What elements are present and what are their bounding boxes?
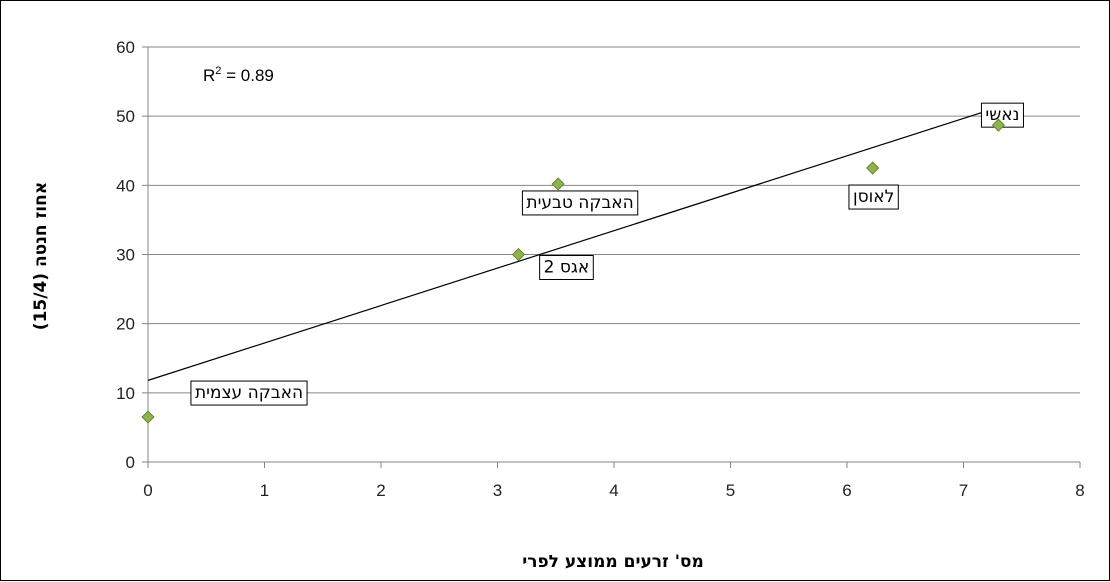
- y-tick-label: 10: [116, 384, 135, 403]
- x-tick-label: 2: [376, 481, 385, 500]
- point-label-box: [190, 380, 308, 406]
- y-tick-label: 60: [116, 38, 135, 57]
- point-label-text: לאוסן: [853, 187, 894, 207]
- x-tick-label: 3: [493, 481, 502, 500]
- point-label: האבקה טבעית: [521, 190, 639, 216]
- data-point: [511, 247, 526, 262]
- y-tick-label: 30: [116, 246, 135, 265]
- x-tick-label: 7: [959, 481, 968, 500]
- data-point: [551, 177, 565, 191]
- data-point: [141, 410, 155, 424]
- point-label: נאשי: [980, 102, 1024, 128]
- point-label: אגס 2: [539, 255, 594, 280]
- x-tick-label: 4: [609, 481, 618, 500]
- point-label-text: האבקה עצמית: [195, 383, 303, 403]
- y-tick-label: 40: [116, 176, 135, 195]
- point-label-box: [848, 184, 899, 210]
- y-tick-label: 20: [116, 315, 135, 334]
- x-tick-label: 1: [260, 481, 269, 500]
- y-tick-label: 0: [126, 453, 135, 472]
- trendline-group: [147, 106, 999, 381]
- data-point: [991, 118, 1006, 132]
- y-tick-labels: 0 10 20 30 40 50 60: [116, 38, 135, 472]
- trendline: [147, 106, 999, 381]
- r-squared-annotation: R2 = 0.89: [203, 65, 274, 85]
- x-tick-labels: 0 1 2 3 4 5 6 7 8: [143, 481, 1084, 500]
- x-axis-title: מס' זרעים ממוצע לפרי: [522, 552, 704, 572]
- gridlines: [148, 46, 1080, 394]
- y-axis-title: אחוז חנטה (15/4): [31, 182, 51, 330]
- y-tick-label: 50: [116, 107, 135, 126]
- x-tick-label: 8: [1075, 481, 1084, 500]
- point-label-text: אגס 2: [544, 258, 590, 278]
- data-points: [141, 118, 1006, 424]
- x-tick-label: 6: [842, 481, 851, 500]
- x-tick-label: 0: [143, 481, 152, 500]
- axes: [142, 46, 1081, 468]
- point-label-box: [521, 190, 639, 216]
- point-label: לאוסן: [848, 184, 899, 210]
- x-tick-label: 5: [726, 481, 735, 500]
- point-label-text: האבקה טבעית: [526, 193, 633, 213]
- point-label: האבקה עצמית: [190, 380, 308, 406]
- point-label-box: [539, 255, 594, 280]
- point-labels: האבקה עצמית אגס 2 האבקה טבעית לאוסן נאשי: [190, 102, 1024, 406]
- point-label-text: נאשי: [985, 105, 1019, 125]
- data-point: [866, 161, 880, 175]
